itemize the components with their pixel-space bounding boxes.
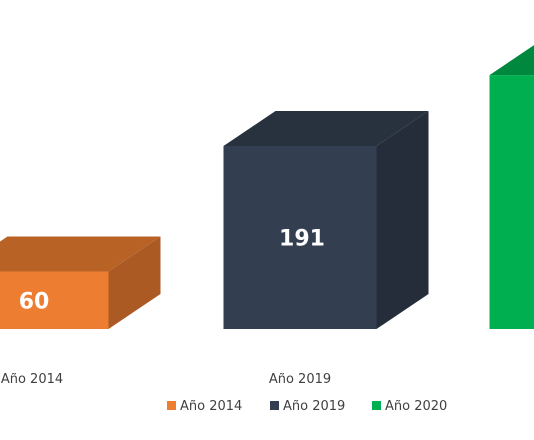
legend-item: Año 2020 (372, 399, 447, 414)
bar-side-face (108, 236, 161, 329)
bar-top-face (489, 45, 534, 76)
category-label: Año 2019 (269, 372, 331, 387)
legend: Año 2014 Año 2019 Año 2020 (167, 399, 447, 414)
bars-group (0, 45, 534, 329)
category-label: Año 2014 (1, 372, 63, 387)
data-label: 191 (279, 227, 325, 252)
legend-swatch (167, 401, 176, 410)
legend-label: Año 2020 (385, 399, 447, 414)
bar-2 (223, 111, 429, 329)
bar-top-face (223, 111, 429, 146)
legend-swatch (270, 401, 279, 410)
bar-front-face (0, 271, 109, 329)
legend-label: Año 2019 (283, 399, 345, 414)
bar-front-face (223, 146, 377, 329)
legend-item: Año 2019 (270, 399, 345, 414)
legend-swatch (372, 401, 381, 410)
bar-front-face (489, 75, 534, 329)
bar-3 (489, 45, 534, 329)
legend-item: Año 2014 (167, 399, 242, 414)
data-label: 60 (19, 289, 50, 314)
bar-top-face (0, 236, 161, 272)
bar-1 (0, 236, 161, 329)
legend-label: Año 2014 (180, 399, 242, 414)
bar-side-face (376, 111, 429, 329)
